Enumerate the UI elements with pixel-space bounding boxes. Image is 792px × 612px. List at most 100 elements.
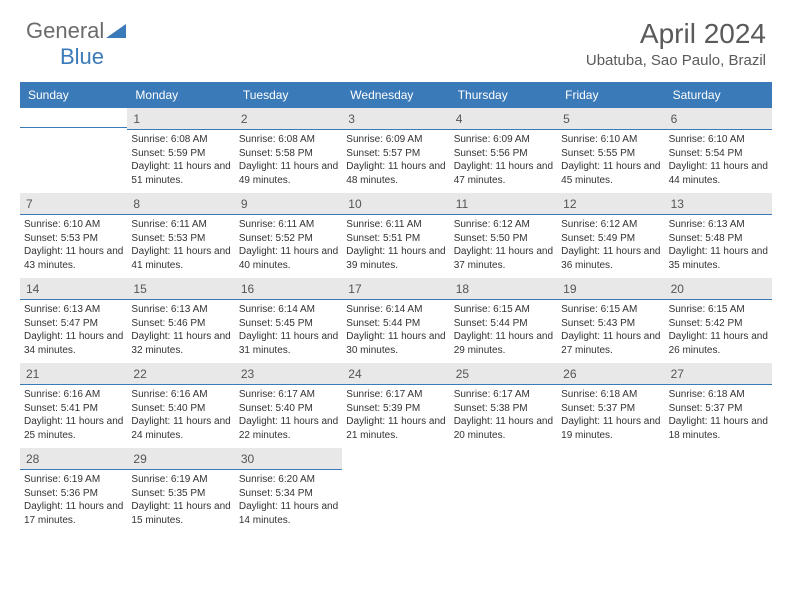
day-number: 3 [342, 108, 449, 130]
day-number: 9 [235, 193, 342, 215]
logo-triangle-icon [106, 18, 126, 44]
day-number: 27 [665, 363, 772, 385]
day-number: 21 [20, 363, 127, 385]
calendar-cell: 26Sunrise: 6:18 AMSunset: 5:37 PMDayligh… [557, 363, 664, 448]
day-number: 22 [127, 363, 234, 385]
day-number: 26 [557, 363, 664, 385]
day-info: Sunrise: 6:20 AMSunset: 5:34 PMDaylight:… [235, 470, 342, 527]
calendar-cell: 14Sunrise: 6:13 AMSunset: 5:47 PMDayligh… [20, 278, 127, 363]
day-number: 7 [20, 193, 127, 215]
day-number: 8 [127, 193, 234, 215]
day-info: Sunrise: 6:11 AMSunset: 5:52 PMDaylight:… [235, 215, 342, 272]
day-number: 29 [127, 448, 234, 470]
calendar-cell: 22Sunrise: 6:16 AMSunset: 5:40 PMDayligh… [127, 363, 234, 448]
calendar-cell: 13Sunrise: 6:13 AMSunset: 5:48 PMDayligh… [665, 193, 772, 278]
day-number: 1 [127, 108, 234, 130]
calendar-cell [342, 448, 449, 533]
day-number: 2 [235, 108, 342, 130]
calendar: SundayMondayTuesdayWednesdayThursdayFrid… [20, 82, 772, 533]
calendar-week: 1Sunrise: 6:08 AMSunset: 5:59 PMDaylight… [20, 108, 772, 193]
calendar-cell: 23Sunrise: 6:17 AMSunset: 5:40 PMDayligh… [235, 363, 342, 448]
calendar-week: 21Sunrise: 6:16 AMSunset: 5:41 PMDayligh… [20, 363, 772, 448]
weekday-friday: Friday [557, 82, 664, 108]
empty-daynum [342, 448, 449, 468]
calendar-cell: 25Sunrise: 6:17 AMSunset: 5:38 PMDayligh… [450, 363, 557, 448]
page-subtitle: Ubatuba, Sao Paulo, Brazil [586, 52, 766, 69]
day-info: Sunrise: 6:10 AMSunset: 5:53 PMDaylight:… [20, 215, 127, 272]
empty-daynum [20, 108, 127, 128]
weekday-sunday: Sunday [20, 82, 127, 108]
day-info: Sunrise: 6:18 AMSunset: 5:37 PMDaylight:… [557, 385, 664, 442]
page-title: April 2024 [586, 18, 766, 50]
day-number: 16 [235, 278, 342, 300]
day-info: Sunrise: 6:17 AMSunset: 5:39 PMDaylight:… [342, 385, 449, 442]
weekday-thursday: Thursday [450, 82, 557, 108]
day-number: 28 [20, 448, 127, 470]
calendar-cell: 17Sunrise: 6:14 AMSunset: 5:44 PMDayligh… [342, 278, 449, 363]
day-number: 4 [450, 108, 557, 130]
day-info: Sunrise: 6:18 AMSunset: 5:37 PMDaylight:… [665, 385, 772, 442]
day-info: Sunrise: 6:16 AMSunset: 5:40 PMDaylight:… [127, 385, 234, 442]
calendar-cell: 5Sunrise: 6:10 AMSunset: 5:55 PMDaylight… [557, 108, 664, 193]
calendar-week: 28Sunrise: 6:19 AMSunset: 5:36 PMDayligh… [20, 448, 772, 533]
calendar-cell: 11Sunrise: 6:12 AMSunset: 5:50 PMDayligh… [450, 193, 557, 278]
day-number: 15 [127, 278, 234, 300]
calendar-cell: 28Sunrise: 6:19 AMSunset: 5:36 PMDayligh… [20, 448, 127, 533]
calendar-cell: 18Sunrise: 6:15 AMSunset: 5:44 PMDayligh… [450, 278, 557, 363]
empty-daynum [557, 448, 664, 468]
calendar-cell: 21Sunrise: 6:16 AMSunset: 5:41 PMDayligh… [20, 363, 127, 448]
calendar-cell: 19Sunrise: 6:15 AMSunset: 5:43 PMDayligh… [557, 278, 664, 363]
day-info: Sunrise: 6:15 AMSunset: 5:44 PMDaylight:… [450, 300, 557, 357]
day-number: 13 [665, 193, 772, 215]
day-number: 12 [557, 193, 664, 215]
day-info: Sunrise: 6:14 AMSunset: 5:44 PMDaylight:… [342, 300, 449, 357]
calendar-cell: 29Sunrise: 6:19 AMSunset: 5:35 PMDayligh… [127, 448, 234, 533]
day-info: Sunrise: 6:15 AMSunset: 5:42 PMDaylight:… [665, 300, 772, 357]
calendar-cell: 2Sunrise: 6:08 AMSunset: 5:58 PMDaylight… [235, 108, 342, 193]
logo-word2: Blue [60, 44, 104, 69]
calendar-cell: 7Sunrise: 6:10 AMSunset: 5:53 PMDaylight… [20, 193, 127, 278]
day-info: Sunrise: 6:14 AMSunset: 5:45 PMDaylight:… [235, 300, 342, 357]
empty-daynum [450, 448, 557, 468]
empty-daynum [665, 448, 772, 468]
calendar-cell: 6Sunrise: 6:10 AMSunset: 5:54 PMDaylight… [665, 108, 772, 193]
calendar-week: 7Sunrise: 6:10 AMSunset: 5:53 PMDaylight… [20, 193, 772, 278]
calendar-cell: 24Sunrise: 6:17 AMSunset: 5:39 PMDayligh… [342, 363, 449, 448]
day-info: Sunrise: 6:11 AMSunset: 5:53 PMDaylight:… [127, 215, 234, 272]
day-info: Sunrise: 6:16 AMSunset: 5:41 PMDaylight:… [20, 385, 127, 442]
day-number: 5 [557, 108, 664, 130]
calendar-cell: 16Sunrise: 6:14 AMSunset: 5:45 PMDayligh… [235, 278, 342, 363]
logo-text: General Blue [26, 18, 126, 70]
day-info: Sunrise: 6:09 AMSunset: 5:56 PMDaylight:… [450, 130, 557, 187]
day-number: 10 [342, 193, 449, 215]
calendar-cell: 9Sunrise: 6:11 AMSunset: 5:52 PMDaylight… [235, 193, 342, 278]
calendar-cell [665, 448, 772, 533]
day-number: 18 [450, 278, 557, 300]
calendar-cell: 20Sunrise: 6:15 AMSunset: 5:42 PMDayligh… [665, 278, 772, 363]
day-number: 11 [450, 193, 557, 215]
day-number: 14 [20, 278, 127, 300]
day-info: Sunrise: 6:11 AMSunset: 5:51 PMDaylight:… [342, 215, 449, 272]
day-info: Sunrise: 6:10 AMSunset: 5:55 PMDaylight:… [557, 130, 664, 187]
day-info: Sunrise: 6:19 AMSunset: 5:35 PMDaylight:… [127, 470, 234, 527]
title-block: April 2024 Ubatuba, Sao Paulo, Brazil [586, 18, 766, 69]
calendar-cell: 3Sunrise: 6:09 AMSunset: 5:57 PMDaylight… [342, 108, 449, 193]
calendar-cell: 8Sunrise: 6:11 AMSunset: 5:53 PMDaylight… [127, 193, 234, 278]
day-number: 6 [665, 108, 772, 130]
day-info: Sunrise: 6:13 AMSunset: 5:48 PMDaylight:… [665, 215, 772, 272]
day-info: Sunrise: 6:13 AMSunset: 5:47 PMDaylight:… [20, 300, 127, 357]
calendar-cell: 10Sunrise: 6:11 AMSunset: 5:51 PMDayligh… [342, 193, 449, 278]
logo-word1: General [26, 18, 104, 43]
calendar-cell: 4Sunrise: 6:09 AMSunset: 5:56 PMDaylight… [450, 108, 557, 193]
calendar-body: 1Sunrise: 6:08 AMSunset: 5:59 PMDaylight… [20, 108, 772, 533]
calendar-cell: 15Sunrise: 6:13 AMSunset: 5:46 PMDayligh… [127, 278, 234, 363]
calendar-cell [450, 448, 557, 533]
day-number: 17 [342, 278, 449, 300]
weekday-saturday: Saturday [665, 82, 772, 108]
day-info: Sunrise: 6:12 AMSunset: 5:50 PMDaylight:… [450, 215, 557, 272]
calendar-week: 14Sunrise: 6:13 AMSunset: 5:47 PMDayligh… [20, 278, 772, 363]
weekday-header: SundayMondayTuesdayWednesdayThursdayFrid… [20, 82, 772, 108]
day-number: 19 [557, 278, 664, 300]
day-number: 24 [342, 363, 449, 385]
day-number: 23 [235, 363, 342, 385]
